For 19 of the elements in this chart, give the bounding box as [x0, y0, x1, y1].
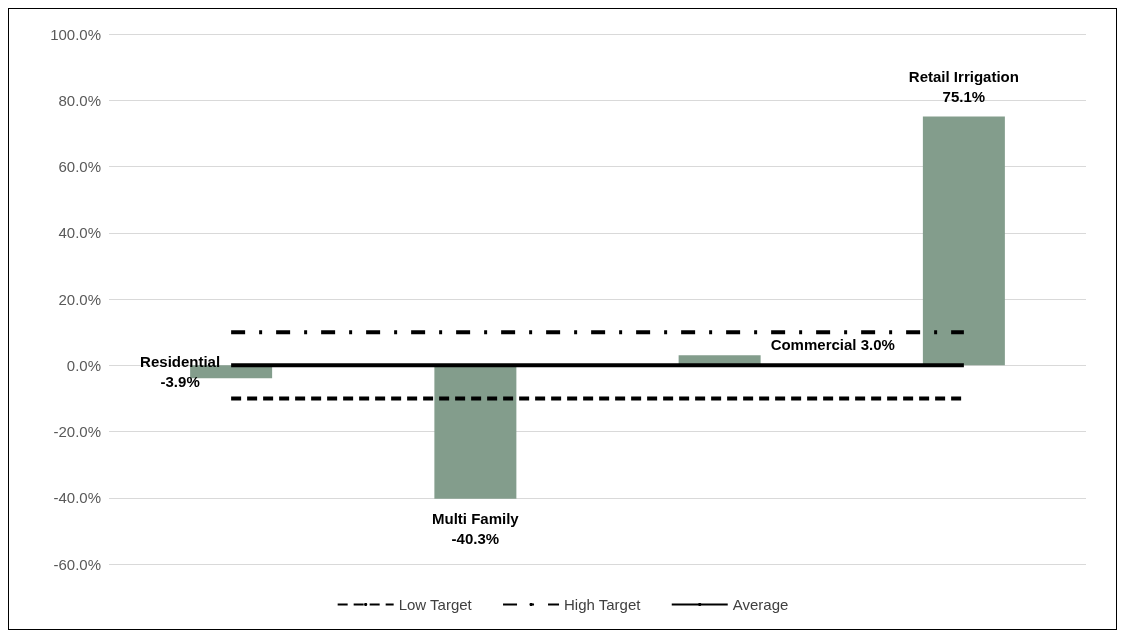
y-tick-label: 40.0% [58, 224, 101, 242]
legend-label: Low Target [398, 596, 473, 613]
category-label: Commercial 3.0% [770, 335, 895, 353]
legend-label: Average [732, 596, 789, 613]
data-label: -40.3% [451, 530, 500, 548]
legend-label: High Target [564, 596, 642, 613]
y-tick-label: -40.0% [53, 489, 101, 507]
x-tick-label: Residential [140, 353, 221, 371]
x-tick-label: Multi Family [432, 510, 520, 528]
data-label: -3.9% [160, 373, 200, 391]
y-tick-label: 80.0% [58, 91, 101, 109]
y-tick-label: 60.0% [58, 158, 101, 175]
y-tick-label: 0.0% [66, 356, 101, 374]
y-tick-label: 20.0% [58, 290, 101, 308]
y-tick-label: -60.0% [53, 555, 101, 573]
y-tick-label: 100.0% [50, 25, 101, 43]
y-tick-label: -20.0% [53, 423, 101, 440]
data-label: 75.1% [942, 87, 986, 105]
x-tick-label: Retail Irrigation [908, 67, 1019, 85]
